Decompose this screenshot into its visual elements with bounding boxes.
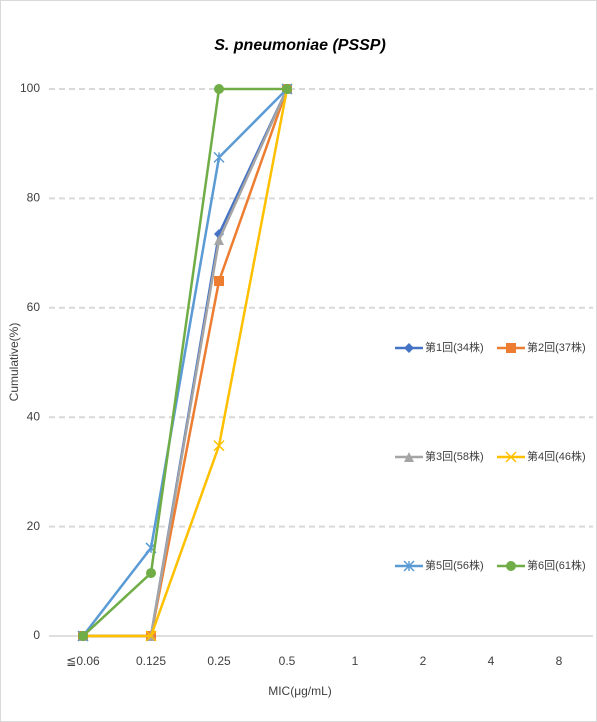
legend-label: 第3回(58株) [425, 449, 484, 463]
y-tick-label: 40 [27, 409, 41, 423]
series-line [83, 88, 289, 638]
x-tick-label: 2 [420, 654, 427, 668]
data-point [282, 84, 292, 94]
data-point [145, 630, 157, 642]
legend-marker [506, 561, 516, 571]
data-point [214, 275, 224, 286]
y-axis-label: Cumulative(%) [7, 323, 21, 402]
x-tick-label: 1 [352, 654, 359, 668]
legend-marker [505, 451, 517, 463]
legend-marker [403, 560, 415, 572]
legend-label: 第1回(34株) [425, 340, 484, 354]
x-tick-label: 0.5 [279, 654, 296, 668]
x-tick-label: ≦0.06 [66, 654, 100, 668]
y-tick-label: 0 [33, 628, 40, 642]
data-point [78, 631, 88, 641]
legend-label: 第4回(46株) [527, 449, 586, 463]
x-tick-label: 0.125 [136, 654, 166, 668]
x-tick-label: 8 [556, 654, 563, 668]
data-point [146, 568, 156, 579]
y-tick-label: 100 [20, 81, 40, 95]
x-tick-label: 0.25 [207, 654, 231, 668]
y-tick-label: 60 [27, 300, 41, 314]
legend-marker [404, 343, 414, 353]
x-tick-label: 4 [488, 654, 495, 668]
legend-label: 第5回(56株) [425, 558, 484, 572]
legend-label: 第2回(37株) [527, 340, 586, 354]
data-point [214, 84, 224, 94]
series-line [82, 88, 288, 637]
y-tick-label: 20 [27, 519, 41, 533]
data-point [214, 234, 224, 245]
data-point [213, 440, 225, 452]
data-point [213, 151, 225, 163]
legend-label: 第6回(61株) [527, 558, 586, 572]
legend-marker [404, 452, 414, 462]
series-line [82, 87, 287, 637]
chart-title: S. pneumoniae (PSSP) [214, 37, 386, 54]
y-tick-label: 80 [27, 191, 41, 205]
x-axis-label: MIC(μg/mL) [268, 684, 332, 698]
legend-marker [506, 343, 516, 353]
